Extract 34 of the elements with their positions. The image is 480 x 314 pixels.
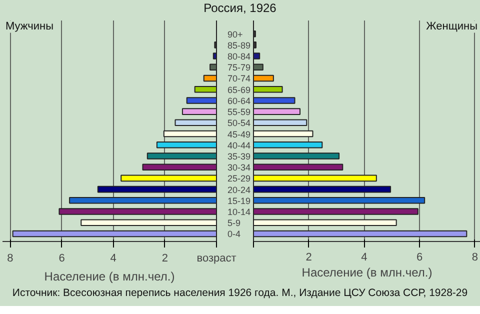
chart-title: Женщины (426, 20, 478, 33)
x-tick-label: 8 (7, 252, 14, 264)
y-tick-label: 35-39 (228, 151, 251, 162)
y-tick-label: 30-34 (228, 162, 251, 173)
x-tick-label: 6 (416, 252, 423, 264)
text: Источник: Всесоюзная перепись населения 1926 года. М., Издание ЦСУ Союза ССР, 1928-29 (12, 286, 468, 301)
y-tick-label: 25-29 (228, 174, 251, 184)
y-tick-label: 15-19 (228, 196, 251, 206)
chart-subtitle: Россия, 1926 (204, 0, 276, 17)
y-tick-label: 85-89 (228, 40, 251, 50)
y-tick-label: 55-59 (228, 107, 251, 118)
x-tick-label: 8 (472, 252, 478, 264)
y-tick-label: 5-9 (228, 218, 241, 228)
x-axis-title: Население (в млн.чел.) (302, 266, 432, 280)
x-tick-label: 4 (361, 252, 368, 264)
x-tick-label: 2 (306, 252, 312, 264)
y-tick-label: 10-14 (228, 207, 251, 218)
y-tick-label: 70-74 (228, 74, 251, 84)
y-tick-label: 80-84 (228, 52, 251, 62)
x-axis-title: Население (в млн.чел.) (44, 270, 175, 284)
y-tick-label: 40-44 (228, 140, 251, 150)
y-tick-label: 65-69 (228, 84, 251, 95)
y-tick-label: 50-54 (228, 118, 251, 128)
y-tick-label: 90+ (228, 29, 243, 40)
y-tick-label: 75-79 (228, 62, 251, 73)
x-tick-label: 6 (58, 252, 65, 264)
y-tick-label: 0-4 (228, 229, 241, 240)
y-tick-label: 60-64 (228, 96, 251, 106)
chart-title: Мужчины (6, 20, 54, 33)
x-tick-label: возраст (196, 252, 236, 264)
x-tick-label: 4 (110, 252, 116, 264)
x-tick-label: 2 (162, 252, 168, 264)
y-tick-label: 45-49 (228, 129, 251, 140)
y-tick-label: 20-24 (228, 184, 251, 195)
